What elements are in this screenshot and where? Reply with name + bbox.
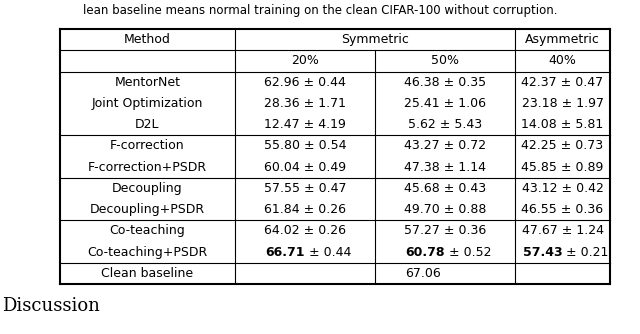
Text: 50%: 50% [431,54,459,67]
Text: 23.18 ± 1.97: 23.18 ± 1.97 [522,97,604,110]
Text: Clean baseline: Clean baseline [101,267,193,280]
Text: Asymmetric: Asymmetric [525,33,600,46]
Text: 45.85 ± 0.89: 45.85 ± 0.89 [522,161,604,174]
Text: 47.38 ± 1.14: 47.38 ± 1.14 [404,161,486,174]
Text: Co-teaching+PSDR: Co-teaching+PSDR [88,245,207,259]
Text: D2L: D2L [135,118,160,131]
Text: Decoupling: Decoupling [112,182,183,195]
Text: Joint Optimization: Joint Optimization [92,97,203,110]
Text: 14.08 ± 5.81: 14.08 ± 5.81 [522,118,604,131]
Text: 64.02 ± 0.26: 64.02 ± 0.26 [264,224,346,237]
Text: 46.55 ± 0.36: 46.55 ± 0.36 [522,203,604,216]
Text: ± 0.21: ± 0.21 [563,245,609,259]
Text: 43.12 ± 0.42: 43.12 ± 0.42 [522,182,604,195]
Text: F-correction: F-correction [110,139,185,152]
Text: 67.06: 67.06 [404,267,440,280]
Text: 66.71: 66.71 [266,245,305,259]
Text: 57.43: 57.43 [523,245,563,259]
Text: 42.37 ± 0.47: 42.37 ± 0.47 [522,75,604,89]
Text: 49.70 ± 0.88: 49.70 ± 0.88 [404,203,486,216]
Text: 55.80 ± 0.54: 55.80 ± 0.54 [264,139,346,152]
Text: 25.41 ± 1.06: 25.41 ± 1.06 [404,97,486,110]
Text: 28.36 ± 1.71: 28.36 ± 1.71 [264,97,346,110]
Text: 20%: 20% [291,54,319,67]
Text: Co-teaching: Co-teaching [109,224,186,237]
Text: Discussion: Discussion [2,297,100,315]
Text: Symmetric: Symmetric [341,33,409,46]
Text: 47.67 ± 1.24: 47.67 ± 1.24 [522,224,604,237]
Text: 46.38 ± 0.35: 46.38 ± 0.35 [404,75,486,89]
Text: Method: Method [124,33,171,46]
Text: 60.04 ± 0.49: 60.04 ± 0.49 [264,161,346,174]
Text: 5.62 ± 5.43: 5.62 ± 5.43 [408,118,482,131]
Text: ± 0.44: ± 0.44 [305,245,351,259]
Text: 57.27 ± 0.36: 57.27 ± 0.36 [404,224,486,237]
Text: MentorNet: MentorNet [115,75,180,89]
Text: 61.84 ± 0.26: 61.84 ± 0.26 [264,203,346,216]
Text: 60.78: 60.78 [406,245,445,259]
Text: ± 0.52: ± 0.52 [445,245,492,259]
Text: F-correction+PSDR: F-correction+PSDR [88,161,207,174]
Text: Decoupling+PSDR: Decoupling+PSDR [90,203,205,216]
Text: 12.47 ± 4.19: 12.47 ± 4.19 [264,118,346,131]
Text: 57.55 ± 0.47: 57.55 ± 0.47 [264,182,346,195]
Text: lean baseline means normal training on the clean CIFAR-100 without corruption.: lean baseline means normal training on t… [83,4,557,17]
Text: 42.25 ± 0.73: 42.25 ± 0.73 [522,139,604,152]
Text: 45.68 ± 0.43: 45.68 ± 0.43 [404,182,486,195]
Text: 62.96 ± 0.44: 62.96 ± 0.44 [264,75,346,89]
Text: 43.27 ± 0.72: 43.27 ± 0.72 [404,139,486,152]
Text: 40%: 40% [548,54,577,67]
